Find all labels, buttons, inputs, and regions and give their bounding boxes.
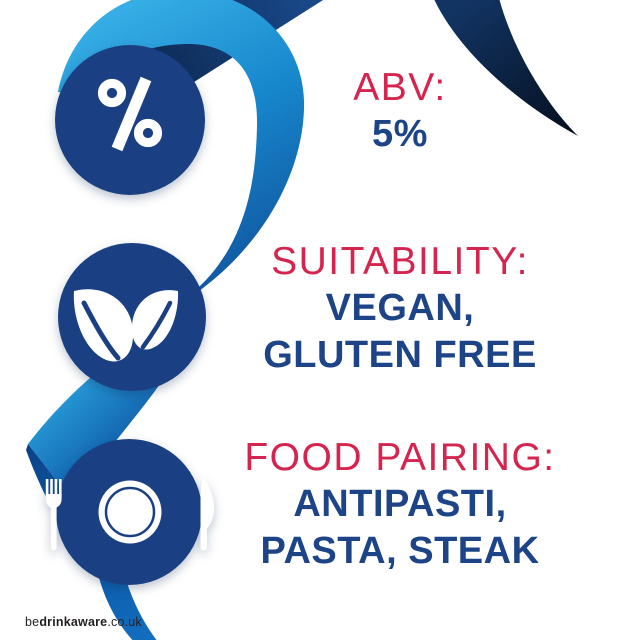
knife-icon (200, 478, 215, 551)
logo-suffix: .co.uk (107, 615, 142, 629)
ribbon-loop (58, 0, 305, 315)
ribbon-dark-crescent (434, 0, 578, 136)
logo-prefix: be (25, 615, 40, 629)
leaves-icon (73, 289, 179, 362)
abv-value: 5% (372, 113, 428, 155)
abv-heading: ABV: (353, 66, 447, 109)
plate-cutlery-icon (45, 478, 215, 551)
food-pairing-value-line-1: ANTIPASTI, (293, 483, 507, 525)
suitability-badge (58, 243, 206, 391)
abv-section: ABV: 5% (160, 64, 640, 158)
abv-badge (55, 45, 205, 195)
food-pairing-section: FOOD PAIRING: ANTIPASTI, PASTA, STEAK (160, 434, 640, 575)
food-pairing-value-line-2: PASTA, STEAK (260, 530, 540, 572)
percent-icon (97, 76, 163, 152)
food-pairing-heading: FOOD PAIRING: (244, 436, 556, 479)
suitability-heading: SUITABILITY: (271, 240, 529, 283)
suitability-section: SUITABILITY: VEGAN, GLUTEN FREE (160, 238, 640, 379)
suitability-value-line-2: GLUTEN FREE (263, 334, 537, 376)
fork-icon (45, 479, 62, 551)
food-pairing-badge (45, 439, 215, 585)
logo-bold: drinkaware (39, 615, 108, 629)
drinkaware-logo: bedrinkaware.co.uk (25, 615, 142, 629)
ribbon-bottom-tail (97, 566, 157, 640)
suitability-value-line-1: VEGAN, (325, 287, 475, 329)
